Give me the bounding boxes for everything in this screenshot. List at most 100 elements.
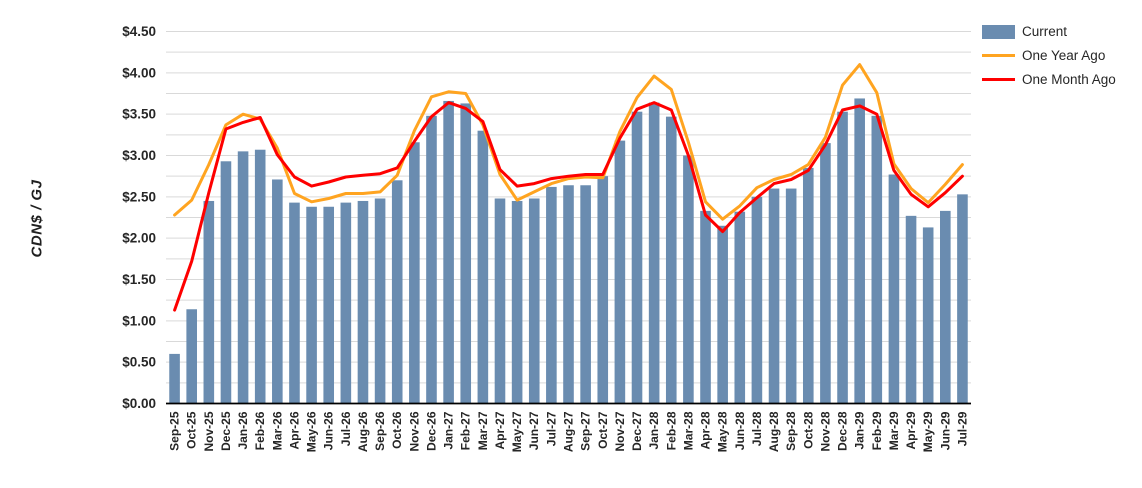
bar-Jul-26 xyxy=(340,202,352,404)
bar-Apr-27 xyxy=(494,198,506,404)
x-tick-label: Dec-27 xyxy=(630,411,644,451)
bar-Dec-26 xyxy=(426,115,437,404)
x-tick-label: Mar-27 xyxy=(476,411,490,450)
bar-Nov-28 xyxy=(820,143,831,404)
x-tick-label: Jan-26 xyxy=(236,411,250,449)
bar-May-28 xyxy=(717,225,728,404)
x-tick-label: Dec-25 xyxy=(219,411,233,451)
x-tick-label: Aug-26 xyxy=(356,411,370,452)
x-tick-label: Apr-29 xyxy=(904,411,918,449)
x-tick-label: May-27 xyxy=(510,411,524,452)
bar-Aug-26 xyxy=(357,200,369,404)
x-tick-label: Jul-26 xyxy=(339,411,353,446)
bar-Jan-29 xyxy=(854,98,865,404)
bar-May-27 xyxy=(511,200,523,404)
x-tick-label: Feb-28 xyxy=(664,411,678,450)
bar-Feb-26 xyxy=(254,149,266,404)
x-tick-label: Jul-28 xyxy=(750,411,764,446)
legend-label-one-month-ago: One Month Ago xyxy=(1022,72,1116,87)
x-tick-label: May-28 xyxy=(716,411,730,452)
bar-Apr-29 xyxy=(905,215,917,404)
bar-Oct-26 xyxy=(391,180,403,404)
y-tick-label: $0.50 xyxy=(122,355,156,370)
legend-label-one-year-ago: One Year Ago xyxy=(1022,48,1106,63)
x-tick-label: Apr-26 xyxy=(287,411,301,449)
one-year-ago-line-swatch xyxy=(982,54,1015,57)
bar-Dec-28 xyxy=(837,111,848,404)
x-tick-label: Feb-27 xyxy=(459,411,473,450)
bar-Nov-27 xyxy=(614,140,626,404)
x-tick-label: Jun-26 xyxy=(322,411,336,450)
legend-item-current: Current xyxy=(982,24,1116,39)
y-tick-label: $2.00 xyxy=(122,231,156,246)
current-bar-swatch xyxy=(982,24,1015,39)
y-tick-label: $0.00 xyxy=(122,396,156,411)
bar-Apr-26 xyxy=(289,202,300,404)
bar-Sep-26 xyxy=(374,198,386,404)
bar-Mar-28 xyxy=(683,155,694,404)
x-tick-label: Apr-27 xyxy=(493,411,507,449)
x-tick-label: May-29 xyxy=(921,411,935,452)
bar-Feb-27 xyxy=(460,103,472,404)
bar-Jan-28 xyxy=(648,102,660,404)
bar-May-26 xyxy=(306,206,317,404)
x-tick-label: Dec-28 xyxy=(836,411,850,451)
bar-Sep-27 xyxy=(580,185,591,404)
x-tick-label: Mar-28 xyxy=(681,411,695,450)
bar-Jun-27 xyxy=(528,198,540,404)
one-month-ago-line-swatch xyxy=(982,78,1015,81)
bar-Aug-27 xyxy=(563,185,574,404)
bar-Jan-27 xyxy=(443,100,454,404)
legend: Current One Year Ago One Month Ago xyxy=(982,24,1116,87)
bar-Feb-29 xyxy=(871,115,883,404)
x-tick-label: Jan-29 xyxy=(853,411,867,449)
x-tick-label: Sep-28 xyxy=(784,411,798,451)
x-tick-label: Sep-25 xyxy=(168,411,182,451)
bar-Nov-26 xyxy=(409,142,420,404)
x-tick-label: Feb-29 xyxy=(870,411,884,450)
x-tick-label: Jun-27 xyxy=(527,411,541,450)
bar-Oct-27 xyxy=(597,176,609,404)
x-tick-label: Oct-26 xyxy=(390,411,404,449)
y-tick-label: $1.00 xyxy=(122,313,156,328)
y-tick-label: $4.50 xyxy=(122,24,156,39)
x-tick-label: Feb-26 xyxy=(253,411,267,450)
x-tick-label: Oct-28 xyxy=(801,411,815,449)
legend-item-one-month-ago: One Month Ago xyxy=(982,72,1116,87)
bar-Dec-25 xyxy=(220,161,232,404)
bar-Sep-25 xyxy=(169,353,180,404)
x-tick-label: Oct-25 xyxy=(185,411,199,449)
x-tick-label: Jan-27 xyxy=(442,411,456,449)
x-tick-label: Apr-28 xyxy=(699,411,713,449)
x-tick-label: Nov-27 xyxy=(613,411,627,451)
bar-Apr-28 xyxy=(700,210,711,404)
x-tick-label: Mar-26 xyxy=(270,411,284,450)
bar-Oct-25 xyxy=(186,309,197,404)
y-tick-label: $4.00 xyxy=(122,65,156,80)
x-tick-label: Nov-25 xyxy=(202,411,216,451)
bar-May-29 xyxy=(922,227,934,404)
x-tick-label: Jun-29 xyxy=(938,411,952,450)
x-tick-label: Sep-26 xyxy=(373,411,387,451)
bar-Nov-25 xyxy=(203,200,215,404)
legend-label-current: Current xyxy=(1022,24,1068,39)
x-tick-label: Aug-27 xyxy=(562,411,576,452)
bar-Jun-28 xyxy=(734,211,746,404)
y-tick-label: $2.50 xyxy=(122,189,156,204)
bar-Jul-27 xyxy=(546,186,557,404)
bar-Jun-26 xyxy=(323,206,335,404)
bar-Jul-29 xyxy=(957,194,968,404)
bar-Oct-28 xyxy=(802,167,814,404)
bar-Jul-28 xyxy=(751,196,763,404)
x-tick-label: Jul-27 xyxy=(544,411,558,446)
bar-Jan-26 xyxy=(237,151,249,404)
bar-Jun-29 xyxy=(940,210,951,404)
x-tick-label: Nov-26 xyxy=(407,411,421,451)
line-series-one-month-ago xyxy=(173,101,964,312)
bar-Mar-27 xyxy=(477,130,489,404)
y-tick-label: $1.50 xyxy=(122,272,156,287)
x-tick-label: Jan-28 xyxy=(647,411,661,449)
x-tick-label: Aug-28 xyxy=(767,411,781,452)
